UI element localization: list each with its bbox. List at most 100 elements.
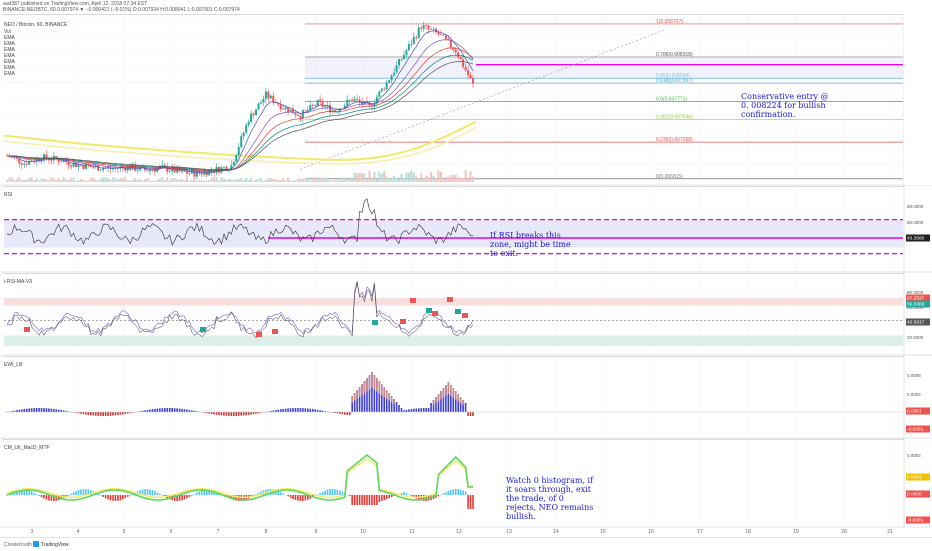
fib-level-label: 0.786(0.008318) [656, 52, 693, 58]
price-candle [242, 131, 245, 140]
ewo-bar [139, 411, 141, 412]
macd-histogram-bar [149, 489, 151, 495]
irsi-signal-marker [426, 308, 432, 313]
price-candle [410, 39, 413, 48]
volume-bar [314, 177, 317, 182]
volume-bar [107, 178, 110, 182]
volume-bar [442, 179, 445, 182]
ewo-bar [80, 412, 82, 414]
macd-histogram-bar [104, 495, 107, 499]
ewo-bar [141, 410, 144, 412]
macd-histogram-bar [102, 495, 104, 497]
volume-bar [225, 179, 228, 182]
ewo-pane[interactable] [2, 356, 904, 439]
ewo-bar [437, 394, 440, 412]
volume-bar [351, 178, 354, 182]
macd-histogram-bar [70, 493, 72, 495]
x-tick-label: 20 [841, 529, 847, 535]
volume-bar [346, 178, 349, 182]
macd-histogram-bar [228, 495, 230, 498]
ewo-bar [435, 397, 437, 412]
ewo-bar-top [462, 400, 464, 405]
price-candle [388, 79, 391, 83]
macd-histogram-bar [326, 489, 329, 495]
ewo-bar [427, 408, 430, 412]
ewo-bar-top [373, 375, 376, 390]
price-pane[interactable] [2, 14, 904, 186]
macd-histogram-bar [176, 495, 178, 501]
rsi-band [4, 219, 903, 248]
macd-histogram-bar [65, 495, 67, 497]
volume-bar [306, 177, 309, 182]
volume-bar [195, 180, 198, 182]
macd-histogram-bar [60, 495, 63, 500]
macd-histogram-bar [358, 495, 361, 505]
volume-bar [365, 179, 368, 182]
ewo-bar [277, 409, 280, 412]
macd-tag [906, 516, 930, 524]
price-candle [50, 156, 53, 165]
indicator-label: EMA [4, 35, 15, 41]
macd-tag-label: 0.0000 [907, 492, 922, 498]
price-candle [25, 158, 28, 167]
macd-histogram-bar [274, 489, 277, 495]
ewo-bar [383, 387, 386, 412]
ewo-bar [445, 385, 447, 412]
macd-histogram-bar [257, 492, 260, 495]
volume-bar [370, 178, 373, 182]
volume-bar [129, 180, 132, 182]
volume-bar [156, 180, 159, 182]
volume-bar [336, 179, 339, 182]
irsi-tag [906, 300, 930, 308]
macd-histogram-bar [205, 489, 208, 495]
ewo-bar [311, 409, 314, 412]
macd-histogram-bar [230, 495, 233, 500]
x-tick-label: 10 [360, 529, 366, 535]
price-axis[interactable] [904, 14, 932, 185]
price-candle [420, 26, 423, 32]
macd-histogram-bar [351, 495, 353, 505]
macd-histogram-bar [282, 493, 284, 495]
volume-bar [97, 180, 100, 182]
ewo-bar [247, 412, 250, 415]
volume-bar [161, 177, 164, 182]
macd-pane[interactable] [2, 439, 904, 528]
volume-bar [304, 179, 307, 182]
volume-bar [247, 180, 250, 182]
macd-histogram-bar [112, 495, 114, 501]
price-candle [146, 170, 149, 172]
ewo-bar [304, 408, 307, 412]
irsi-pane[interactable] [2, 273, 904, 356]
ewo-bar [395, 402, 398, 412]
price-candle [272, 91, 275, 106]
ewo-bar [57, 409, 60, 412]
volume-bar [126, 180, 129, 182]
rsi-tick-label: 60.0000 [907, 220, 924, 225]
macd-histogram-bar [380, 495, 383, 501]
price-candle [383, 87, 386, 92]
price-candle [464, 63, 467, 72]
volume-bar [163, 180, 166, 182]
macd-histogram-bar [122, 495, 124, 500]
ewo-bar [302, 408, 304, 412]
ewo-bar [163, 408, 166, 412]
macd-histogram-bar [336, 489, 339, 495]
rsi-pane[interactable] [2, 186, 904, 273]
volume-bar [203, 180, 206, 182]
macd-histogram-bar [151, 490, 154, 495]
ewo-bar [228, 412, 230, 416]
irsi-signal-marker [400, 319, 406, 324]
footer: Created with TradingView [0, 537, 932, 551]
ewo-bar [417, 408, 420, 412]
ewo-bar [245, 412, 247, 416]
macd-histogram-bar [45, 495, 48, 500]
ewo-bar [16, 410, 18, 412]
tradingview-logo-icon [33, 541, 39, 547]
price-candle [444, 35, 447, 42]
price-candle [380, 88, 383, 93]
ewo-bar [102, 412, 104, 416]
macd-histogram-bar [178, 495, 181, 501]
volume-bar [173, 178, 176, 182]
ewo-bar [331, 412, 334, 413]
